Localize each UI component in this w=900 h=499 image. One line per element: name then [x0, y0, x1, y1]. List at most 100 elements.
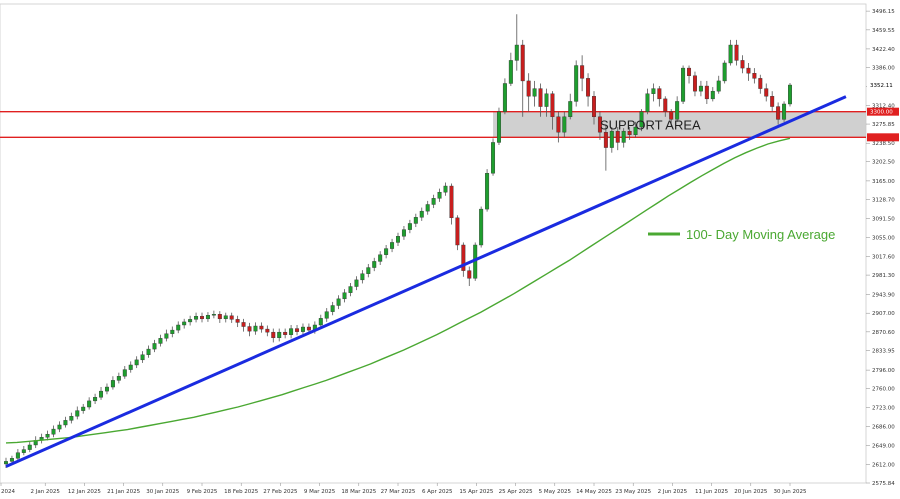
candle-body [568, 101, 573, 118]
candle-body [51, 428, 56, 435]
candle-body [580, 65, 585, 79]
candle-body [704, 85, 709, 100]
candle-body [15, 452, 20, 459]
y-tick-label: 2575.84 [872, 481, 895, 487]
candle-body [491, 142, 496, 174]
candle-body [639, 111, 644, 128]
candle-body [99, 390, 104, 398]
y-tick-label: 2870.60 [872, 330, 895, 336]
candle-body [532, 88, 537, 97]
x-tick-label: 12 Jan 2025 [68, 489, 101, 495]
candle-body [502, 83, 507, 112]
y-tick-label: 3496.15 [872, 9, 895, 15]
candle-body [734, 44, 739, 61]
candle-body [384, 248, 389, 255]
y-tick-label: 2907.00 [872, 311, 895, 317]
candle-body [116, 376, 121, 381]
x-tick-label: 27 Mar 2025 [381, 489, 416, 495]
candle-body [407, 223, 412, 230]
candle-body [663, 98, 668, 112]
candle-body [669, 111, 674, 120]
y-tick-label: 2943.90 [872, 292, 895, 298]
candle-body [526, 80, 531, 97]
candle-body [758, 78, 763, 89]
candle-body [485, 173, 490, 210]
candle-body [657, 88, 662, 100]
candle-body [520, 44, 525, 82]
y-tick-label: 3055.00 [872, 235, 895, 241]
candle-body [110, 380, 115, 388]
candle-body [372, 261, 377, 268]
y-tick-label: 3275.85 [872, 122, 895, 128]
candle-body [277, 331, 282, 339]
candle-body [128, 364, 133, 370]
candle-body [562, 116, 567, 133]
x-tick-label: 2 Jan 2025 [30, 489, 60, 495]
plot-frame [0, 3, 867, 484]
candle-body [728, 44, 733, 64]
x-tick-label: 5 May 2025 [539, 489, 572, 495]
candle-body [342, 292, 347, 300]
candle-body [467, 270, 472, 279]
candle-body [158, 338, 163, 344]
y-tick-label: 2649.00 [872, 443, 895, 449]
candle-body [437, 191, 442, 199]
candle-body [324, 311, 329, 319]
candle-body [182, 321, 187, 326]
x-tick-label: 23 May 2025 [615, 489, 651, 495]
candle-body [336, 298, 341, 306]
y-tick-label: 3422.40 [872, 47, 895, 53]
candle-body [449, 185, 454, 219]
x-tick-label: 25 Apr 2025 [499, 489, 534, 495]
candle-body [81, 406, 86, 411]
candle-body [134, 359, 139, 366]
candle-body [514, 44, 519, 61]
x-tick-label: 20 Jun 2025 [734, 489, 768, 495]
candle-body [21, 449, 26, 453]
candle-body [592, 96, 596, 118]
candle-body [425, 204, 430, 212]
candle-body [390, 242, 395, 249]
trendline [5, 95, 847, 468]
candle-body [348, 286, 353, 293]
candle-body [597, 116, 602, 133]
x-tick-label: 6 Apr 2025 [422, 489, 453, 495]
y-tick-label: 2760.00 [872, 387, 895, 393]
y-tick-label: 3017.60 [872, 254, 895, 260]
y-tick-label: 2723.00 [872, 406, 895, 412]
candle-body [603, 131, 608, 148]
candle-body [194, 316, 199, 320]
candle-body [675, 101, 680, 120]
y-tick-label: 3312.40 [872, 103, 895, 109]
candle-body [609, 130, 614, 148]
candle-body [265, 328, 270, 333]
candle-body [211, 314, 216, 316]
candle-body [479, 208, 484, 246]
x-tick-label: 21 Jan 2025 [107, 489, 140, 495]
x-tick-label: 11 Jun 2025 [695, 489, 729, 495]
candle-body [544, 93, 549, 107]
candle-body [330, 305, 335, 312]
candle-body [401, 229, 406, 237]
candle-body [188, 319, 193, 323]
candle-body [396, 236, 400, 243]
candle-body [455, 217, 460, 246]
candle-body [45, 434, 50, 438]
candle-body [146, 348, 151, 355]
x-tick-label: 9 Mar 2025 [304, 489, 336, 495]
x-tick-label: 18 Mar 2025 [341, 489, 376, 495]
support-area-label: SUPPORT AREA [600, 118, 701, 133]
candle-body [550, 93, 555, 118]
candle-body [217, 314, 222, 320]
candle-body [764, 88, 769, 97]
candle-body [615, 130, 620, 143]
candle-body [431, 198, 436, 205]
candle-body [716, 80, 721, 92]
candle-body [770, 96, 775, 107]
candle-body [300, 326, 305, 332]
y-tick-label: 3128.70 [872, 198, 895, 204]
candle-body [722, 62, 727, 82]
candle-body [241, 322, 246, 327]
x-tick-label: 9 Feb 2025 [187, 489, 218, 495]
